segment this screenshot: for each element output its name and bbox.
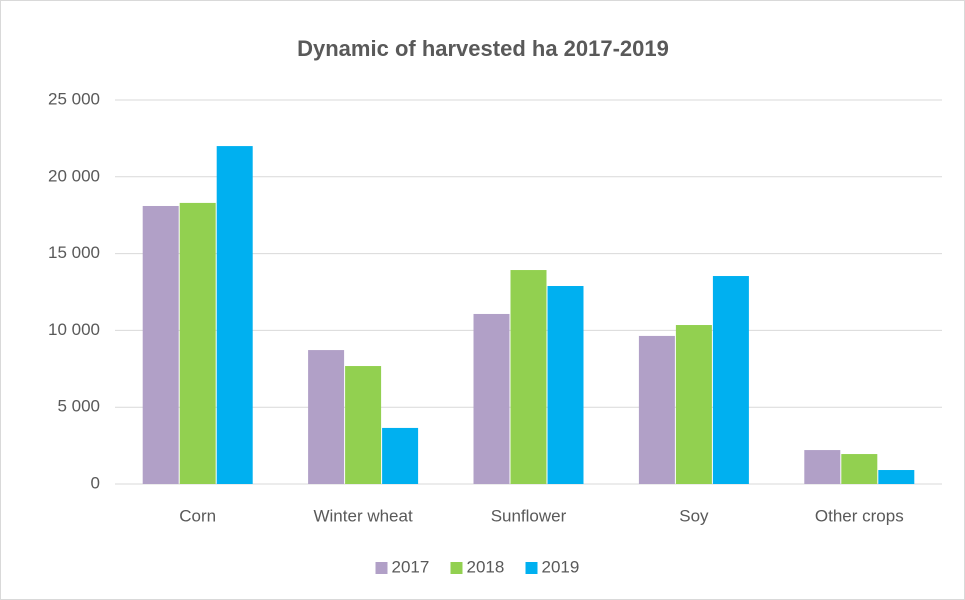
bar	[382, 427, 419, 484]
chart-title: Dynamic of harvested ha 2017-2019	[297, 36, 669, 61]
bar	[638, 335, 675, 484]
legend-swatch	[375, 562, 388, 574]
bar	[345, 366, 382, 484]
legend-swatch	[525, 562, 538, 574]
bar	[547, 286, 584, 484]
x-tick-label: Other crops	[815, 506, 904, 525]
legend-label: 2019	[542, 557, 580, 576]
bar	[142, 205, 179, 484]
bar	[216, 146, 253, 484]
x-tick-label: Corn	[179, 506, 216, 525]
x-tick-label: Winter wheat	[313, 506, 412, 525]
y-tick-label: 5 000	[57, 397, 100, 416]
legend-swatch	[450, 562, 463, 574]
bar	[841, 454, 878, 484]
bar	[179, 202, 216, 485]
bar	[308, 350, 345, 484]
legend-label: 2017	[392, 557, 430, 576]
y-tick-label: 0	[91, 473, 100, 492]
bar	[510, 270, 547, 484]
x-tick-label: Soy	[679, 506, 709, 525]
bar	[675, 325, 712, 484]
y-tick-label: 15 000	[48, 243, 100, 262]
x-tick-label: Sunflower	[491, 506, 567, 525]
legend-label: 2018	[467, 557, 505, 576]
y-tick-label: 25 000	[48, 89, 100, 108]
bar	[712, 276, 749, 484]
bar	[473, 313, 510, 484]
y-tick-label: 20 000	[48, 166, 100, 185]
bar	[804, 450, 841, 484]
y-tick-label: 10 000	[48, 320, 100, 339]
bar	[878, 470, 915, 484]
